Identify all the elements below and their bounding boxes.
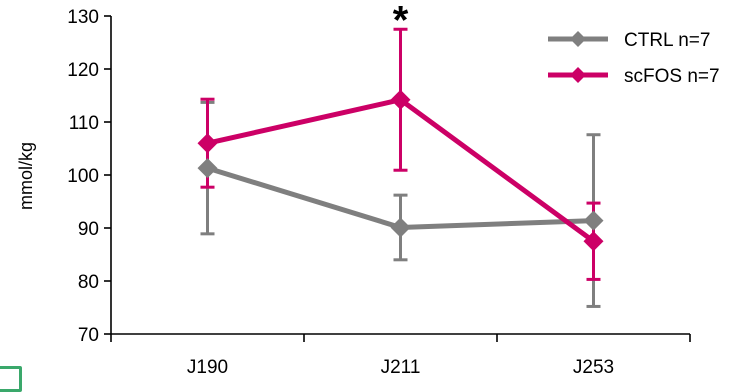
series-markers [197, 89, 604, 252]
data-point-marker [390, 217, 411, 238]
x-tick-label: J253 [573, 357, 614, 378]
y-tick-label: 80 [78, 272, 99, 293]
y-tick-label: 70 [78, 325, 99, 346]
legend-marker [570, 31, 586, 47]
data-point-marker [390, 89, 411, 110]
y-ticks: 70 80 90 100 110 120 130 [67, 7, 111, 346]
x-tick-label: J211 [381, 357, 421, 378]
green-frame-fragment [0, 366, 22, 392]
data-point-marker [197, 158, 218, 179]
data-point-marker [583, 210, 604, 231]
y-tick-label: 120 [67, 60, 99, 81]
legend-label: CTRL n=7 [624, 30, 710, 51]
x-tick-label: J190 [187, 357, 228, 378]
legend-label: scFOS n=7 [624, 66, 720, 87]
significance-star: * [393, 0, 409, 42]
data-point-marker [583, 231, 604, 252]
y-axis-title: mmol/kg [16, 142, 36, 210]
x-ticks: J190 J211 J253 [110, 334, 691, 378]
y-tick-label: 110 [69, 113, 99, 134]
legend: CTRL n=7 scFOS n=7 [548, 30, 720, 87]
y-tick-label: 90 [78, 219, 99, 240]
error-bars [200, 27, 601, 308]
data-point-marker [197, 133, 218, 154]
y-tick-label: 100 [67, 166, 99, 187]
y-tick-label: 130 [67, 7, 99, 28]
legend-marker [570, 67, 586, 83]
annotations: * [393, 0, 409, 42]
